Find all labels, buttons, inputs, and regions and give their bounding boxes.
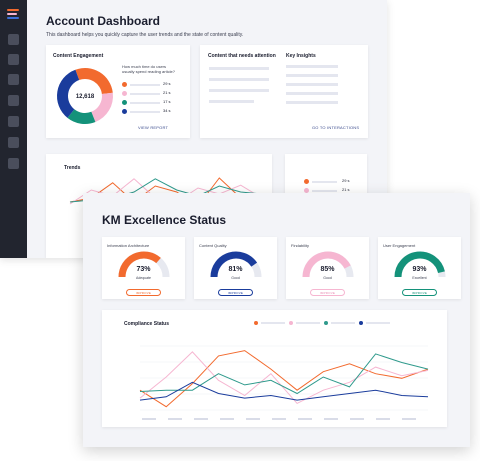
donut-slice [56, 69, 80, 118]
series-line [139, 353, 429, 395]
document-icon[interactable] [8, 74, 19, 85]
kpi-value: 81% [228, 266, 243, 273]
kpi-gauge [394, 251, 446, 278]
go-to-interactions-link[interactable]: GO TO INTERACTIONS [312, 125, 360, 130]
legend-item [289, 321, 329, 326]
x-tick [298, 418, 312, 420]
series-line [69, 177, 263, 207]
dashboard-icon[interactable] [8, 34, 19, 45]
kpi-gauge [118, 251, 170, 278]
kpi-label: User Engagement [383, 243, 416, 248]
series-line [139, 351, 429, 405]
x-tick [350, 418, 364, 420]
donut-slice [67, 109, 96, 124]
x-tick [168, 418, 182, 420]
compliance-card: Compliance Status [102, 310, 447, 427]
x-tick [142, 418, 156, 420]
engagement-donut: 12,618 [56, 68, 113, 124]
search-icon[interactable] [8, 116, 19, 127]
compliance-chart [139, 345, 429, 420]
legend-dot [122, 100, 127, 105]
chart-icon[interactable] [8, 54, 19, 65]
legend-item [359, 321, 399, 326]
legend-dot [122, 109, 127, 114]
page-subtitle: This dashboard helps you quickly capture… [46, 32, 244, 38]
donut-center-value: 12,618 [76, 94, 95, 100]
engagement-title: Content Engagement [53, 53, 104, 59]
legend-dot [304, 179, 309, 184]
x-tick [194, 418, 208, 420]
legend-item [324, 321, 364, 326]
x-tick [246, 418, 260, 420]
kpi-label: Findability [291, 243, 310, 248]
kpi-label: Content Quality [199, 243, 227, 248]
engagement-question: How much time do users [122, 64, 167, 69]
legend-item [254, 321, 294, 326]
x-tick [376, 418, 390, 420]
donut-slice [91, 92, 113, 122]
settings-icon[interactable] [8, 137, 19, 148]
improve-button[interactable]: IMPROVE [218, 289, 253, 296]
legend-item: 21 s [304, 187, 364, 194]
kpi-status: Excellent [412, 276, 427, 280]
engagement-question-2: usually spend reading article? [122, 69, 175, 74]
donut-slice [75, 68, 113, 95]
trends-title: Trends [64, 165, 81, 171]
logo-icon [7, 9, 19, 19]
legend-dot [304, 188, 309, 193]
legend-dot [122, 91, 127, 96]
km-excellence-window: KM Excellence Status Information Archite… [83, 193, 470, 447]
page-title: Account Dashboard [46, 14, 161, 28]
kpi-value: 73% [136, 266, 151, 273]
kpi-value: 93% [412, 266, 427, 273]
series-line [139, 381, 429, 401]
kpi-status: Good [231, 276, 240, 280]
kpi-value: 85% [320, 266, 335, 273]
kpi-gauge [210, 251, 262, 278]
kpi-card: Content Quality 81% Good IMPROVE [194, 237, 277, 299]
users-icon[interactable] [8, 95, 19, 106]
x-tick [272, 418, 286, 420]
legend-item: 29 s [304, 178, 364, 185]
attention-insights-card: Content that needs attention Key Insight… [200, 45, 368, 138]
attention-title: Content that needs attention [208, 53, 276, 59]
kpi-card: User Engagement 93% Excellent IMPROVE [378, 237, 461, 299]
sidebar [0, 0, 27, 258]
kpi-gauge [302, 251, 354, 278]
kpi-card: Findability 85% Good IMPROVE [286, 237, 369, 299]
kpi-status: Adequate [136, 276, 151, 280]
improve-button[interactable]: IMPROVE [310, 289, 345, 296]
series-line [139, 350, 429, 408]
x-tick [220, 418, 234, 420]
improve-button[interactable]: IMPROVE [126, 289, 161, 296]
kpi-card: Information Architecture 73% Adequate IMPRO… [102, 237, 185, 299]
x-tick [324, 418, 338, 420]
kpi-label: Information Architecture [107, 243, 150, 248]
improve-button[interactable]: IMPROVE [402, 289, 437, 296]
insights-title: Key Insights [286, 53, 316, 59]
compliance-title: Compliance Status [124, 321, 170, 327]
legend-dot [122, 82, 127, 87]
kpi-status: Good [323, 276, 332, 280]
x-tick [402, 418, 416, 420]
km-title: KM Excellence Status [102, 213, 227, 227]
view-report-link[interactable]: VIEW REPORT [138, 125, 169, 130]
engagement-card: Content Engagement 12,618 How much time … [46, 45, 190, 138]
help-icon[interactable] [8, 158, 19, 169]
